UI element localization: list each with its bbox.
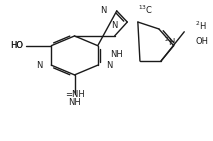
- Text: NH: NH: [110, 49, 123, 59]
- Text: N: N: [111, 21, 118, 30]
- Text: NH: NH: [68, 98, 81, 107]
- Text: N: N: [106, 61, 112, 70]
- Text: OH: OH: [196, 37, 209, 46]
- Text: $^{2}$H: $^{2}$H: [195, 20, 206, 32]
- Text: =NH: =NH: [65, 90, 84, 99]
- Text: HO: HO: [10, 41, 23, 50]
- Text: $^{2}$H: $^{2}$H: [164, 35, 176, 48]
- Text: $^{13}$C: $^{13}$C: [138, 4, 153, 16]
- Text: HO: HO: [10, 41, 23, 50]
- Text: N: N: [100, 6, 106, 15]
- Text: N: N: [37, 61, 43, 70]
